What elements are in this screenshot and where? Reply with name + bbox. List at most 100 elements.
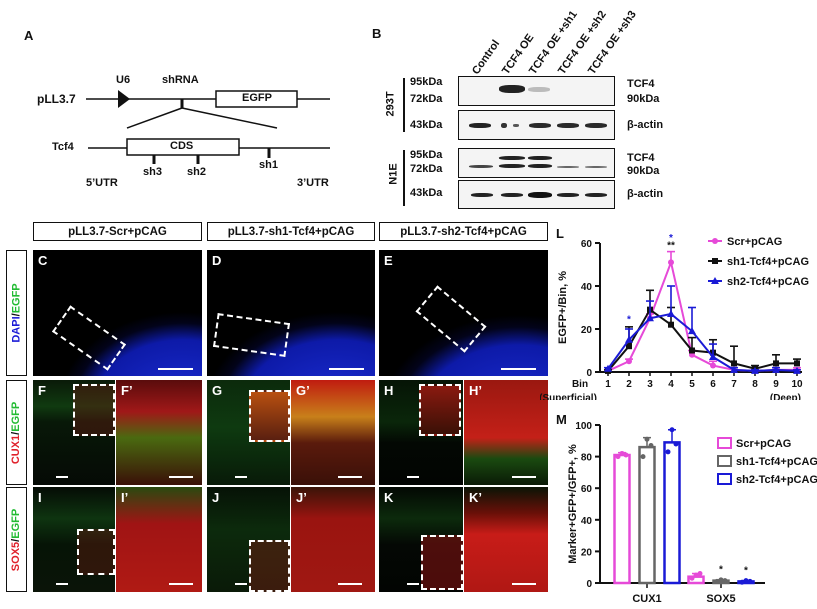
row-label-cux1-egfp: CUX1/EGFP: [6, 380, 27, 485]
scale-bar: [407, 583, 419, 585]
svg-text:80: 80: [581, 453, 593, 464]
svg-text:0: 0: [586, 368, 592, 379]
svg-text:7: 7: [731, 379, 737, 390]
svg-text:4: 4: [668, 379, 674, 390]
micrograph-label: I: [38, 490, 42, 505]
micrograph-label: J: [212, 490, 220, 505]
blot-293t-tcf4: [458, 76, 615, 106]
micrograph-e: E: [379, 250, 548, 376]
micrograph-label: C: [38, 253, 48, 268]
cell-line-n1e: N1E: [387, 163, 400, 185]
row-label-sox5-egfp: SOX5/EGFP: [6, 487, 27, 592]
micrograph-k: K: [379, 487, 463, 592]
micrograph-label: I’: [121, 490, 129, 505]
panel-label-b: B: [372, 26, 382, 41]
stain-egfp: EGFP: [10, 401, 23, 432]
mw-43-n1e: 43kDa: [410, 187, 443, 199]
vector-name: pLL3.7: [37, 92, 76, 106]
svg-text:0: 0: [586, 579, 592, 590]
loading-label-n1e: β-actin: [627, 188, 664, 200]
svg-text:20: 20: [581, 547, 593, 558]
stain-sep: /: [10, 313, 23, 317]
construct-diagram: [0, 0, 360, 200]
scale-bar: [169, 583, 193, 585]
micrograph-label: G’: [296, 383, 310, 398]
site-sh2: sh2: [187, 166, 206, 178]
svg-text:EGFP+/Bin, %: EGFP+/Bin, %: [557, 271, 569, 344]
svg-text:3: 3: [647, 379, 653, 390]
micrograph-label: F: [38, 383, 46, 398]
scale-bar: [512, 583, 536, 585]
svg-text:40: 40: [581, 516, 593, 527]
u6-promoter-icon: [118, 90, 130, 108]
mw-43-293t: 43kDa: [410, 119, 443, 131]
svg-text:**: **: [667, 240, 675, 251]
svg-text:60: 60: [581, 484, 593, 495]
micrograph-c: C: [33, 250, 202, 376]
stain-egfp: EGFP: [10, 283, 23, 314]
inset-box: [212, 313, 291, 357]
site-sh3: sh3: [143, 166, 162, 178]
construct-diagram-svg: [86, 90, 330, 164]
panel-label-m: M: [556, 412, 567, 427]
blot-n1e-tcf4: [458, 148, 615, 178]
svg-text:9: 9: [773, 379, 779, 390]
scale-bar: [235, 476, 247, 478]
micrograph-f-prime: F’: [116, 380, 202, 485]
svg-text:SOX5: SOX5: [706, 593, 735, 605]
svg-text:*: *: [669, 233, 673, 244]
micrograph-i-prime: I’: [116, 487, 202, 592]
bracket-293t: [403, 78, 405, 132]
micrograph-g: G: [207, 380, 290, 485]
panel-label-a: A: [24, 28, 34, 43]
stain-dapi: DAPI: [10, 316, 23, 343]
blot-293t-actin: [458, 110, 615, 140]
panel-label-l: L: [556, 226, 564, 241]
svg-text:(Deep): (Deep): [770, 393, 801, 400]
micrograph-i: I: [33, 487, 115, 592]
inset-box: [73, 384, 115, 436]
mw-95-n1e: 95kDa: [410, 149, 443, 161]
scale-bar: [169, 476, 193, 478]
mw-95-293t: 95kDa: [410, 76, 443, 88]
gene-label: Tcf4: [52, 141, 74, 153]
lane-control: Control: [470, 37, 503, 77]
svg-text:8: 8: [752, 379, 758, 390]
micrograph-d: D: [207, 250, 375, 376]
target-label-293t: TCF4: [627, 78, 655, 90]
svg-text:*: *: [627, 315, 631, 326]
svg-text:Scr+pCAG: Scr+pCAG: [736, 438, 791, 450]
stain-egfp: EGFP: [10, 508, 23, 539]
svg-text:Marker+GFP+/GFP+, %: Marker+GFP+/GFP+, %: [567, 444, 579, 564]
inset-box: [419, 384, 461, 436]
stain-cux1: CUX1: [10, 434, 23, 464]
insert-label: shRNA: [162, 74, 199, 86]
svg-text:20: 20: [581, 325, 593, 336]
svg-text:sh1-Tcf4+pCAG: sh1-Tcf4+pCAG: [736, 456, 817, 468]
svg-text:(Superficial): (Superficial): [540, 393, 597, 400]
target-mw-n1e: 90kDa: [627, 165, 660, 177]
inset-box: [421, 535, 463, 590]
scale-bar: [235, 583, 247, 585]
inset-box: [51, 305, 127, 371]
bracket-n1e: [403, 150, 405, 206]
svg-text:sh2-Tcf4+pCAG: sh2-Tcf4+pCAG: [727, 276, 809, 288]
column-header-sh2: pLL3.7-sh2-Tcf4+pCAG: [379, 222, 548, 241]
reporter-label: EGFP: [242, 92, 272, 104]
svg-text:Scr+pCAG: Scr+pCAG: [727, 236, 782, 248]
micrograph-label: D: [212, 253, 222, 268]
bar-chart-marker-gfp: 0 20 40 60 80 100 Marker+GFP+/GFP+, % CUX1 SOX5 *…: [567, 421, 817, 605]
target-label-n1e: TCF4: [627, 152, 655, 164]
scale-bar: [512, 476, 536, 478]
inset-box: [249, 390, 290, 442]
micrograph-label: F’: [121, 383, 133, 398]
scale-bar: [56, 476, 68, 478]
stain-sox5: SOX5: [10, 541, 23, 571]
svg-text:40: 40: [581, 282, 593, 293]
svg-text:*: *: [719, 565, 723, 576]
row-label-dapi-egfp: DAPI/EGFP: [6, 250, 27, 376]
svg-text:6: 6: [710, 379, 716, 390]
micrograph-k-prime: K’: [464, 487, 548, 592]
svg-text:CUX1: CUX1: [632, 593, 661, 605]
line-chart-egfp-bins: 0 20 40 60 1 2 3 4 5 6 7 8 9 10 Bin (Superficial) (Deep)…: [540, 233, 809, 400]
